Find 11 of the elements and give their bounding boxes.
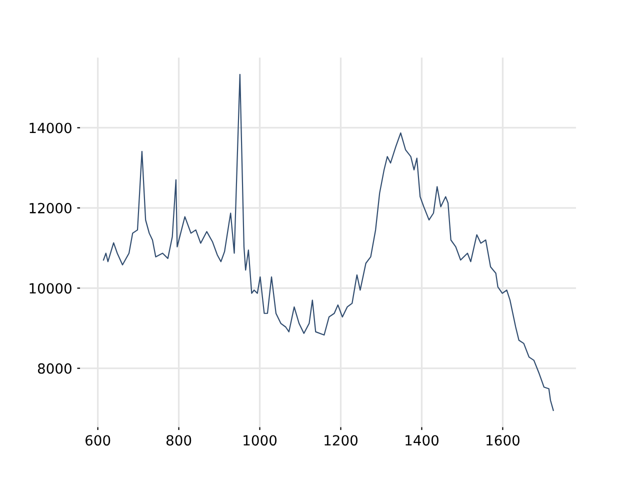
y-tick-label: 10000 xyxy=(30,283,72,294)
line-series xyxy=(102,74,554,411)
x-tick-label: 1600 xyxy=(486,435,520,446)
x-tick-label: 1400 xyxy=(406,435,438,446)
x-tick-label: 1000 xyxy=(244,435,277,446)
y-tick-label: 12000 xyxy=(30,202,72,214)
y-tick-label: 14000 xyxy=(30,122,72,134)
y-tick-label: 8000 xyxy=(38,363,72,374)
x-tick-label: 1200 xyxy=(324,435,358,446)
x-tick-label: 600 xyxy=(86,435,110,446)
x-tick-label: 800 xyxy=(166,435,192,446)
